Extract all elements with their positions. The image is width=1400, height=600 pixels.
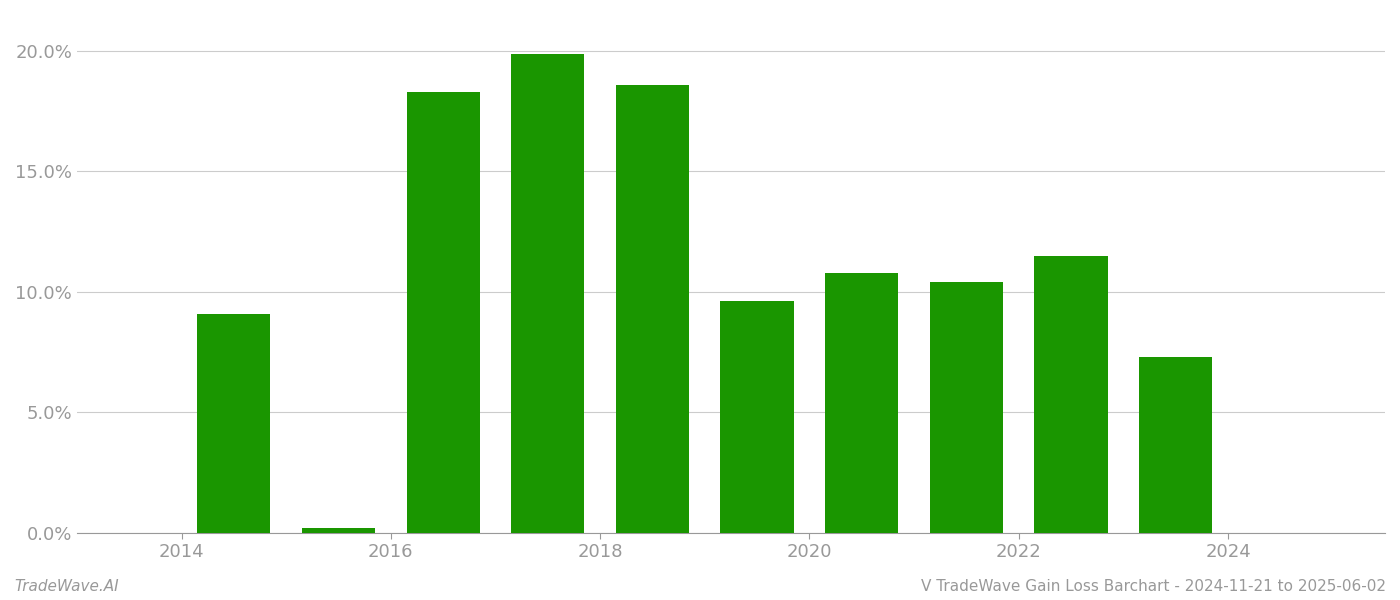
Bar — [197, 314, 270, 533]
Bar — [616, 85, 689, 533]
Bar — [930, 282, 1002, 533]
Text: V TradeWave Gain Loss Barchart - 2024-11-21 to 2025-06-02: V TradeWave Gain Loss Barchart - 2024-11… — [921, 579, 1386, 594]
Text: TradeWave.AI: TradeWave.AI — [14, 579, 119, 594]
Bar — [825, 272, 899, 533]
Bar — [1140, 357, 1212, 533]
Bar — [406, 92, 480, 533]
Bar — [721, 301, 794, 533]
Bar — [302, 528, 375, 533]
Bar — [1035, 256, 1107, 533]
Bar — [511, 53, 584, 533]
